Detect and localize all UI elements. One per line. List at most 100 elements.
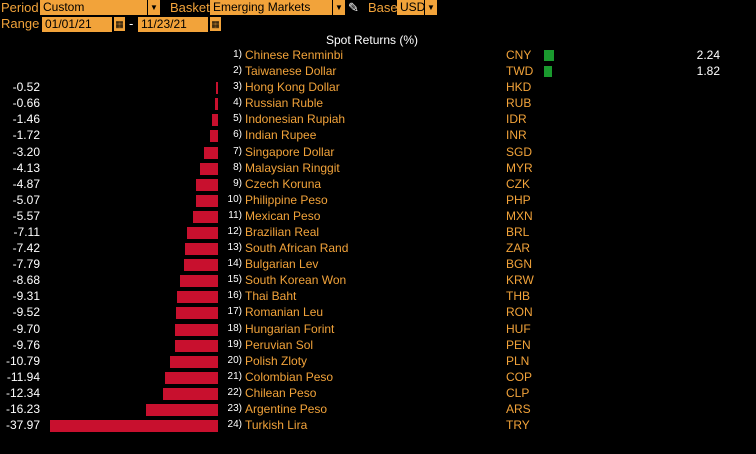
currency-name[interactable]: Russian Ruble: [245, 96, 324, 111]
currency-name[interactable]: Colombian Peso: [245, 369, 334, 384]
currency-code[interactable]: PEN: [506, 337, 531, 352]
calendar-icon[interactable]: ▦: [114, 17, 125, 31]
range-start-input[interactable]: 01/01/21: [42, 17, 112, 32]
rank-number: 5): [233, 113, 242, 125]
currency-name[interactable]: Thai Baht: [245, 289, 297, 304]
chevron-down-icon[interactable]: ▼: [424, 0, 437, 15]
basket-label: Basket: [170, 0, 210, 15]
table-row[interactable]: -12.34 22) Chilean Peso CLP: [0, 385, 756, 401]
rank-number: 14): [227, 258, 242, 270]
currency-name[interactable]: Indonesian Rupiah: [245, 112, 346, 127]
negative-bar: [186, 226, 218, 239]
currency-code[interactable]: TWD: [506, 64, 534, 79]
chevron-down-icon[interactable]: ▼: [332, 0, 345, 15]
table-row[interactable]: -3.20 7) Singapore Dollar SGD: [0, 144, 756, 160]
table-row[interactable]: -8.68 15) South Korean Won KRW: [0, 272, 756, 288]
currency-name[interactable]: Czech Koruna: [245, 176, 322, 191]
currency-name[interactable]: Turkish Lira: [245, 418, 308, 433]
table-row[interactable]: -9.31 16) Thai Baht THB: [0, 288, 756, 304]
table-row[interactable]: -5.07 10) Philippine Peso PHP: [0, 192, 756, 208]
currency-code[interactable]: PLN: [506, 353, 530, 368]
currency-code[interactable]: HUF: [506, 321, 531, 336]
currency-name[interactable]: Taiwanese Dollar: [245, 64, 337, 79]
rank-number: 15): [227, 274, 242, 286]
currency-name[interactable]: Hong Kong Dollar: [245, 80, 340, 95]
pencil-icon[interactable]: ✎: [348, 0, 359, 15]
currency-code[interactable]: CNY: [506, 48, 532, 62]
currency-code[interactable]: BRL: [506, 224, 530, 239]
currency-name[interactable]: South African Rand: [245, 241, 349, 256]
table-row[interactable]: -9.52 17) Romanian Leu RON: [0, 304, 756, 320]
period-select[interactable]: Custom ▼: [40, 0, 160, 15]
table-row[interactable]: -9.76 19) Peruvian Sol PEN: [0, 337, 756, 353]
rank-number: 8): [233, 161, 242, 173]
currency-code[interactable]: ARS: [506, 401, 531, 416]
currency-code[interactable]: ZAR: [506, 241, 530, 256]
currency-code[interactable]: KRW: [506, 273, 534, 288]
currency-name[interactable]: Chilean Peso: [245, 385, 317, 400]
return-value: -16.23: [5, 401, 40, 416]
currency-code[interactable]: HKD: [506, 80, 532, 95]
table-row[interactable]: -1.46 5) Indonesian Rupiah IDR: [0, 111, 756, 127]
currency-name[interactable]: Hungarian Forint: [245, 321, 335, 336]
rank-number: 24): [227, 419, 242, 431]
currency-code[interactable]: MXN: [506, 208, 533, 223]
currency-name[interactable]: Brazilian Real: [245, 224, 320, 239]
table-row[interactable]: -0.66 4) Russian Ruble RUB: [0, 95, 756, 111]
currency-code[interactable]: SGD: [506, 144, 533, 159]
rank-number: 1): [233, 49, 242, 60]
table-row[interactable]: -7.42 13) South African Rand ZAR: [0, 240, 756, 256]
currency-name[interactable]: Indian Rupee: [245, 128, 317, 143]
chevron-down-icon[interactable]: ▼: [147, 0, 160, 15]
table-row[interactable]: 2.24 1) Chinese Renminbi CNY: [0, 47, 756, 63]
table-row[interactable]: -7.79 14) Bulgarian Lev BGN: [0, 256, 756, 272]
currency-code[interactable]: RUB: [506, 96, 532, 111]
table-row[interactable]: -37.97 24) Turkish Lira TRY: [0, 417, 756, 433]
currency-code[interactable]: THB: [506, 289, 530, 304]
table-row[interactable]: -10.79 20) Polish Zloty PLN: [0, 353, 756, 369]
currency-name[interactable]: Romanian Leu: [245, 305, 324, 320]
currency-code[interactable]: RON: [506, 305, 533, 320]
currency-code[interactable]: CLP: [506, 385, 530, 400]
table-row[interactable]: 1.82 2) Taiwanese Dollar TWD: [0, 63, 756, 79]
currency-name[interactable]: Bulgarian Lev: [245, 257, 319, 272]
currency-code[interactable]: BGN: [506, 257, 533, 272]
table-row[interactable]: -7.11 12) Brazilian Real BRL: [0, 224, 756, 240]
table-row[interactable]: -4.87 9) Czech Koruna CZK: [0, 176, 756, 192]
currency-code[interactable]: TRY: [506, 418, 530, 433]
currency-name[interactable]: South Korean Won: [245, 273, 347, 288]
base-select[interactable]: USD ▼: [397, 0, 437, 15]
rank-number: 3): [233, 81, 242, 93]
currency-code[interactable]: INR: [506, 128, 527, 143]
currency-name[interactable]: Chinese Renminbi: [245, 48, 344, 62]
rank-number: 4): [233, 97, 242, 109]
currency-code[interactable]: MYR: [506, 160, 533, 175]
table-row[interactable]: -9.70 18) Hungarian Forint HUF: [0, 321, 756, 337]
rank-number: 23): [227, 402, 242, 414]
currency-code[interactable]: CZK: [506, 176, 530, 191]
table-row[interactable]: -16.23 23) Argentine Peso ARS: [0, 401, 756, 417]
negative-bar: [195, 194, 218, 207]
return-value: -4.87: [12, 176, 40, 191]
currency-code[interactable]: COP: [506, 369, 533, 384]
return-value: -4.13: [12, 160, 40, 175]
calendar-icon[interactable]: ▦: [210, 17, 221, 31]
negative-bar: [175, 307, 218, 320]
currency-code[interactable]: PHP: [506, 192, 531, 207]
currency-name[interactable]: Philippine Peso: [245, 192, 328, 207]
table-row[interactable]: -11.94 21) Colombian Peso COP: [0, 369, 756, 385]
currency-name[interactable]: Polish Zloty: [245, 353, 308, 368]
currency-code[interactable]: IDR: [506, 112, 527, 127]
table-row[interactable]: -5.57 11) Mexican Peso MXN: [0, 208, 756, 224]
positive-bar: [544, 66, 552, 78]
table-row[interactable]: -4.13 8) Malaysian Ringgit MYR: [0, 160, 756, 176]
basket-select[interactable]: Emerging Markets ▼: [210, 0, 345, 15]
currency-name[interactable]: Singapore Dollar: [245, 144, 335, 159]
range-end-input[interactable]: 11/23/21: [138, 17, 208, 32]
currency-name[interactable]: Mexican Peso: [245, 208, 321, 223]
currency-name[interactable]: Peruvian Sol: [245, 337, 314, 352]
table-row[interactable]: -1.72 6) Indian Rupee INR: [0, 127, 756, 143]
currency-name[interactable]: Argentine Peso: [245, 401, 328, 416]
currency-name[interactable]: Malaysian Ringgit: [245, 160, 340, 175]
table-row[interactable]: -0.52 3) Hong Kong Dollar HKD: [0, 79, 756, 95]
